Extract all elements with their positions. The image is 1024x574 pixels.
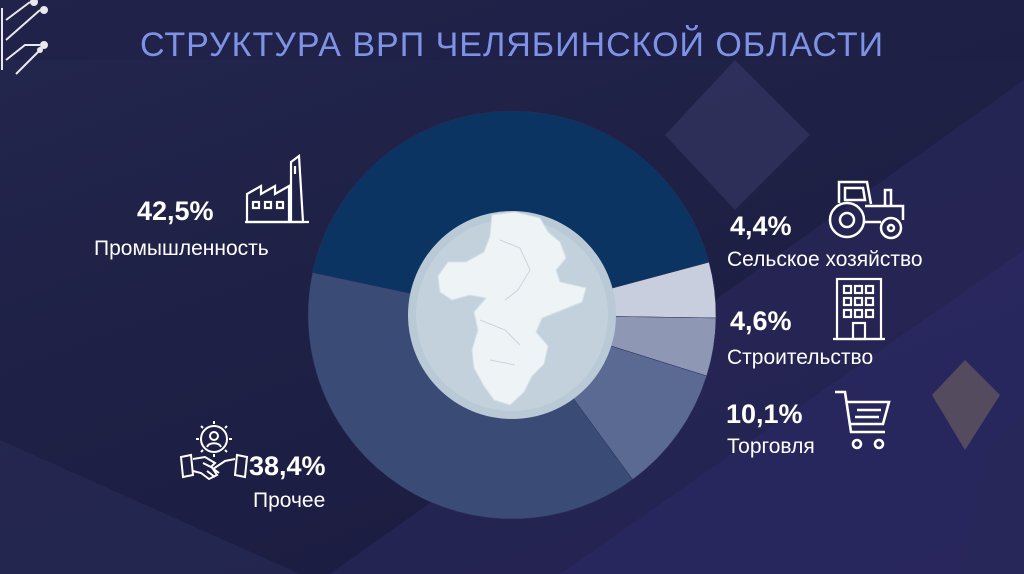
region-map-icon (437, 211, 587, 406)
slice-value-agriculture: 4,4% (730, 211, 792, 241)
slice-label-industry: Промышленность (94, 237, 269, 260)
shopping-cart-icon (835, 390, 891, 450)
factory-icon (245, 154, 309, 224)
handshake-gear-icon (179, 421, 249, 481)
slice-label-other: Прочее (253, 489, 326, 512)
circuit-logo-icon (1, 0, 48, 75)
slice-value-industry: 42,5% (137, 196, 214, 226)
slice-label-trade: Торговля (727, 435, 815, 458)
slice-value-other: 38,4% (249, 451, 326, 481)
building-icon (833, 277, 885, 341)
tractor-icon (828, 180, 905, 240)
slice-value-trade: 10,1% (726, 399, 803, 429)
slice-value-construction: 4,6% (730, 306, 792, 336)
slice-label-agriculture: Сельское хозяйство (727, 248, 923, 271)
page-title: СТРУКТУРА ВРП ЧЕЛЯБИНСКОЙ ОБЛАСТИ (139, 26, 885, 64)
slice-label-construction: Строительство (727, 346, 874, 369)
